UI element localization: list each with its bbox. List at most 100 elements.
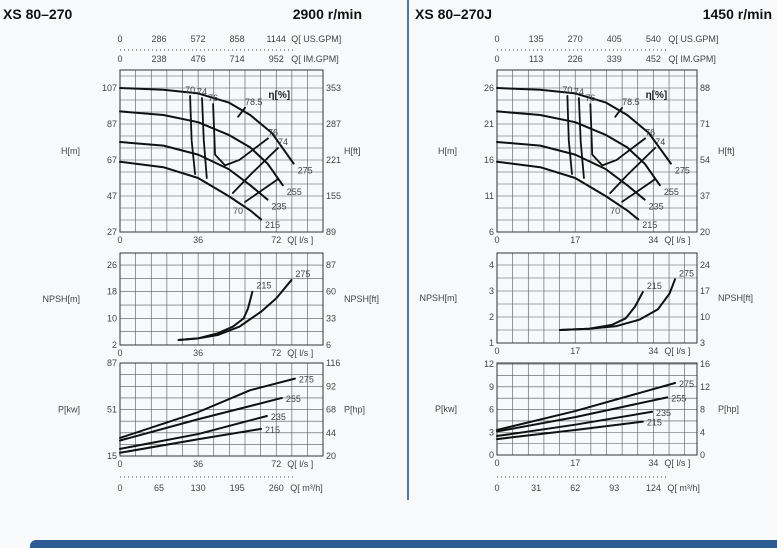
q-axis-tick-label: 36 — [193, 348, 203, 358]
efficiency-label: 74 — [197, 87, 207, 97]
q-axis-tick-label: 34 — [648, 346, 658, 356]
power-curve-label: 235 — [271, 412, 286, 422]
efficiency-label: 76 — [645, 127, 655, 137]
efficiency-label: 76 — [585, 93, 595, 103]
bottom-axis-tick-label: 124 — [646, 483, 661, 493]
efficiency-isoline-78.5 — [614, 106, 624, 118]
top-axis-tick-label: 0 — [117, 34, 122, 44]
top-axis-tick-label: 135 — [529, 34, 544, 44]
left-axis-tick-label: 18 — [107, 287, 117, 297]
right-axis-unit: H[ft] — [718, 146, 735, 156]
left-axis-tick-label: 21 — [484, 119, 494, 129]
head-curve-label: 255 — [664, 187, 679, 197]
efficiency-label: 78.5 — [245, 97, 263, 107]
left-axis-unit: H[m] — [438, 146, 457, 156]
bottom-axis-tick-label: 31 — [531, 483, 541, 493]
efficiency-isoline-76 — [589, 103, 647, 167]
efficiency-isoline-70 — [189, 95, 196, 175]
efficiency-label: 74 — [655, 137, 665, 147]
right-chart-model-title: XS 80–270J — [415, 6, 493, 22]
left-axis-tick-label: 3 — [489, 427, 494, 437]
left-axis-unit: NPSH[m] — [42, 294, 80, 304]
left-axis-unit: NPSH[m] — [419, 293, 457, 303]
left-axis-tick-label: 26 — [107, 260, 117, 270]
right-axis-tick-label: 353 — [326, 83, 341, 93]
q-axis-unit: Q[ l/s ] — [287, 459, 313, 469]
right-axis-tick-label: 37 — [700, 191, 710, 201]
right-chart-speed: 1450 r/min — [702, 6, 772, 22]
q-axis-tick-label: 72 — [271, 348, 281, 358]
efficiency-isoline-70 — [244, 178, 279, 203]
footer-bar — [30, 540, 777, 548]
left-axis-tick-label: 12 — [484, 359, 494, 369]
right-axis-tick-label: 89 — [326, 227, 336, 237]
efficiency-isoline-76 — [212, 103, 269, 167]
efficiency-isoline-74 — [201, 97, 208, 179]
bottom-axis-tick-label: 195 — [230, 483, 245, 493]
power-curve-label: 215 — [265, 425, 280, 435]
top-axis-tick-label: 113 — [529, 54, 543, 64]
efficiency-label: 70 — [562, 85, 572, 95]
top-axis-tick-label: 714 — [230, 54, 245, 64]
right-axis-unit: P[hp] — [718, 404, 739, 414]
right-axis-tick-label: 68 — [326, 405, 336, 415]
efficiency-label: 70 — [185, 85, 195, 95]
left-axis-tick-label: 6 — [489, 405, 494, 415]
left-axis-tick-label: 10 — [107, 313, 117, 323]
power-curve-235 — [496, 410, 654, 438]
left-axis-tick-label: 4 — [489, 260, 494, 270]
right-axis-tick-label: 3 — [700, 338, 705, 348]
right-axis-tick-label: 8 — [700, 405, 705, 415]
q-axis-tick-label: 0 — [494, 346, 499, 356]
left-axis-tick-label: 15 — [107, 451, 117, 461]
npsh-curve-label: 215 — [647, 281, 662, 291]
bottom-axis-tick-label: 0 — [117, 483, 122, 493]
q-axis-tick-label: 72 — [271, 235, 281, 245]
top-axis-tick-label: 270 — [568, 34, 583, 44]
efficiency-isoline-74 — [609, 146, 657, 195]
bottom-axis-tick-label: 130 — [191, 483, 206, 493]
power-curve-label: 275 — [679, 379, 694, 389]
bottom-axis-tick-label: 93 — [609, 483, 619, 493]
panel-divider — [407, 0, 409, 500]
head-curve-275 — [119, 87, 295, 165]
left-axis-tick-label: 1 — [489, 338, 494, 348]
top-axis-tick-label: 0 — [494, 54, 499, 64]
right-axis-tick-label: 92 — [326, 381, 336, 391]
q-axis-tick-label: 72 — [271, 459, 281, 469]
q-axis-tick-label: 0 — [117, 459, 122, 469]
efficiency-isoline-70 — [566, 95, 573, 175]
left-axis-tick-label: 51 — [107, 405, 117, 415]
npsh-plot-frame — [119, 252, 324, 346]
right-axis-tick-label: 20 — [700, 227, 710, 237]
q-axis-unit: Q[ l/s ] — [664, 346, 690, 356]
head-curve-255 — [496, 110, 661, 187]
left-axis-tick-label: 27 — [107, 227, 117, 237]
right-axis-unit: P[hp] — [344, 405, 365, 415]
power-curve-label: 275 — [299, 375, 314, 385]
right-axis-tick-label: 155 — [326, 191, 341, 201]
head-curve-235 — [119, 141, 269, 201]
right-axis-unit: H[ft] — [344, 146, 361, 156]
bottom-axis-tick-label: 260 — [269, 483, 284, 493]
right-axis-tick-label: 20 — [326, 451, 336, 461]
efficiency-isoline-74 — [231, 147, 279, 194]
right-axis-tick-label: 44 — [326, 428, 336, 438]
q-axis-tick-label: 34 — [648, 235, 658, 245]
npsh-curve-label: 275 — [295, 269, 310, 279]
top-axis-tick-label: 540 — [646, 34, 661, 44]
q-axis-tick-label: 36 — [193, 459, 203, 469]
right-axis-tick-label: 17 — [700, 286, 710, 296]
head-curve-label: 215 — [642, 220, 657, 230]
top-axis-tick-label: 226 — [568, 54, 583, 64]
head-curve-275 — [496, 87, 672, 165]
top-axis-unit: Q[ IM.GPM] — [291, 54, 339, 64]
head-curve-255 — [119, 110, 284, 187]
head-plot-frame — [119, 69, 324, 233]
top-axis-tick-label: 952 — [269, 54, 284, 64]
left-axis-unit: P[kw] — [58, 405, 80, 415]
npsh-plot-frame — [496, 252, 698, 344]
npsh-curve-label: 215 — [256, 281, 271, 291]
right-axis-unit: NPSH[ft] — [344, 294, 379, 304]
